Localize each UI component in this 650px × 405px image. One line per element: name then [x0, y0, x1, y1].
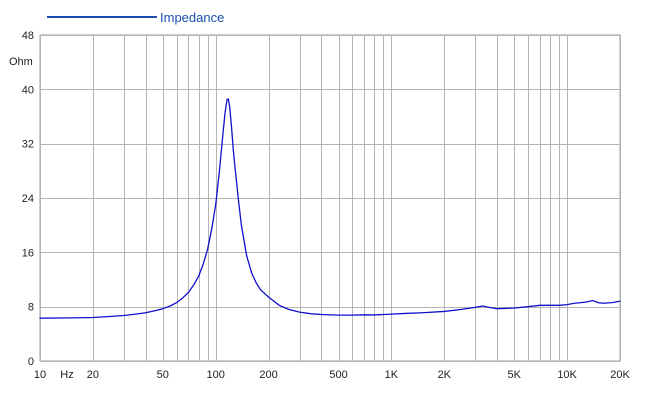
x-tick-label: 200 — [259, 369, 277, 381]
x-tick-label: 20K — [610, 369, 630, 381]
x-tick-label: 50 — [157, 369, 169, 381]
series-layer — [39, 98, 621, 319]
x-tick-label: 20 — [87, 369, 99, 381]
y-tick-label: 48 — [22, 30, 34, 42]
x-tick-label: 1K — [385, 369, 399, 381]
y-tick-label: 32 — [22, 139, 34, 151]
legend-label: Impedance — [160, 10, 224, 25]
y-tick-label: 0 — [28, 356, 34, 368]
x-tick-label: 10 — [34, 369, 46, 381]
x-unit-label: Hz — [60, 369, 73, 381]
y-tick-label: 24 — [22, 193, 34, 205]
y-tick-label: 8 — [28, 302, 34, 314]
x-tick-label: 500 — [329, 369, 347, 381]
y-tick-label: 16 — [22, 247, 34, 259]
x-tick-label: 10K — [557, 369, 577, 381]
y-tick-label: 40 — [22, 84, 34, 96]
y-axis-label: Ohm — [9, 56, 33, 68]
series-line-impedance — [39, 98, 621, 319]
axis-layer: 0 8 16 24 32 40 48 Ohm 10 20 50 100 200 500 1K 2K 5K 10K 2… — [9, 30, 630, 381]
legend: Impedance — [47, 10, 224, 25]
x-tick-label: 2K — [438, 369, 452, 381]
grid-layer — [39, 34, 621, 362]
x-tick-label: 5K — [507, 369, 521, 381]
x-tick-label: 100 — [207, 369, 225, 381]
